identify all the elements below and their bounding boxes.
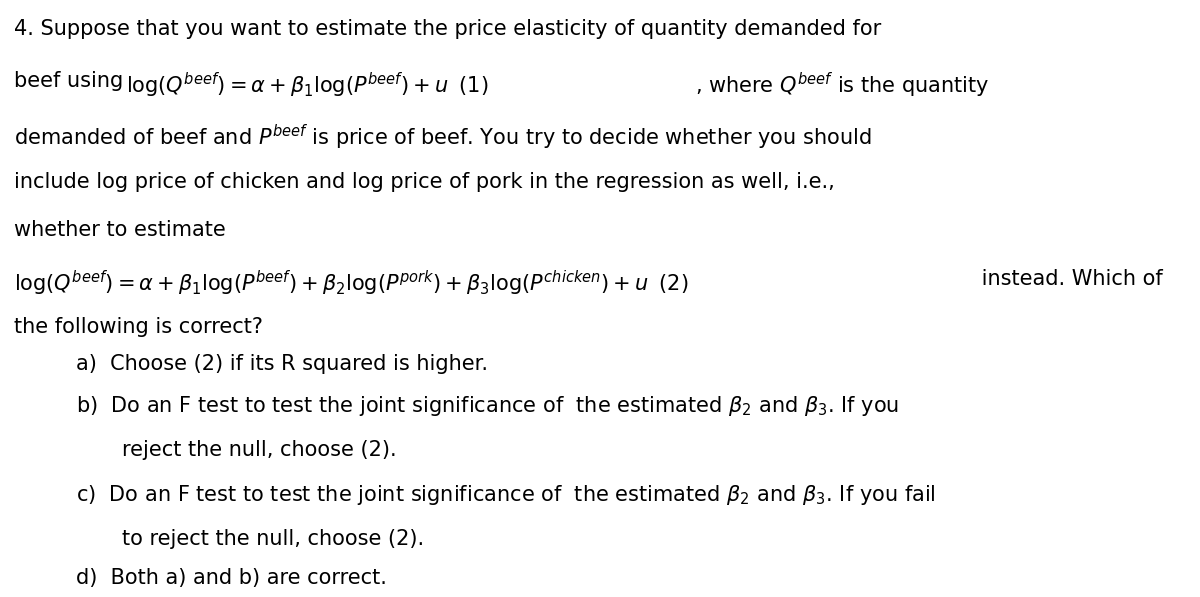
Text: $\log(Q^{beef}) = \alpha + \beta_1 \log(P^{beef}) + u \;\; (1)$: $\log(Q^{beef}) = \alpha + \beta_1 \log(… — [126, 71, 488, 100]
Text: include log price of chicken and log price of pork in the regression as well, i.: include log price of chicken and log pri… — [14, 173, 835, 192]
Text: c)  Do an F test to test the joint significance of  the estimated $\beta_2$ and : c) Do an F test to test the joint signif… — [76, 482, 936, 506]
Text: the following is correct?: the following is correct? — [14, 316, 263, 337]
Text: , where $Q^{beef}$ is the quantity: , where $Q^{beef}$ is the quantity — [696, 71, 990, 100]
Text: b)  Do an F test to test the joint significance of  the estimated $\beta_2$ and : b) Do an F test to test the joint signif… — [76, 394, 899, 418]
Text: reject the null, choose (2).: reject the null, choose (2). — [122, 441, 397, 460]
Text: $\log(Q^{beef}) = \alpha + \beta_1 \log(P^{beef}) + \beta_2 \log(P^{pork}) + \be: $\log(Q^{beef}) = \alpha + \beta_1 \log(… — [14, 269, 689, 298]
Text: beef using: beef using — [14, 71, 130, 91]
Text: d)  Both a) and b) are correct.: d) Both a) and b) are correct. — [76, 568, 386, 588]
Text: demanded of beef and $P^{beef}$ is price of beef. You try to decide whether you : demanded of beef and $P^{beef}$ is price… — [14, 123, 871, 152]
Text: to reject the null, choose (2).: to reject the null, choose (2). — [122, 528, 425, 549]
Text: 4. Suppose that you want to estimate the price elasticity of quantity demanded f: 4. Suppose that you want to estimate the… — [14, 19, 881, 39]
Text: instead. Which of: instead. Which of — [974, 269, 1163, 290]
Text: a)  Choose (2) if its R squared is higher.: a) Choose (2) if its R squared is higher… — [76, 354, 487, 374]
Text: whether to estimate: whether to estimate — [14, 220, 226, 240]
